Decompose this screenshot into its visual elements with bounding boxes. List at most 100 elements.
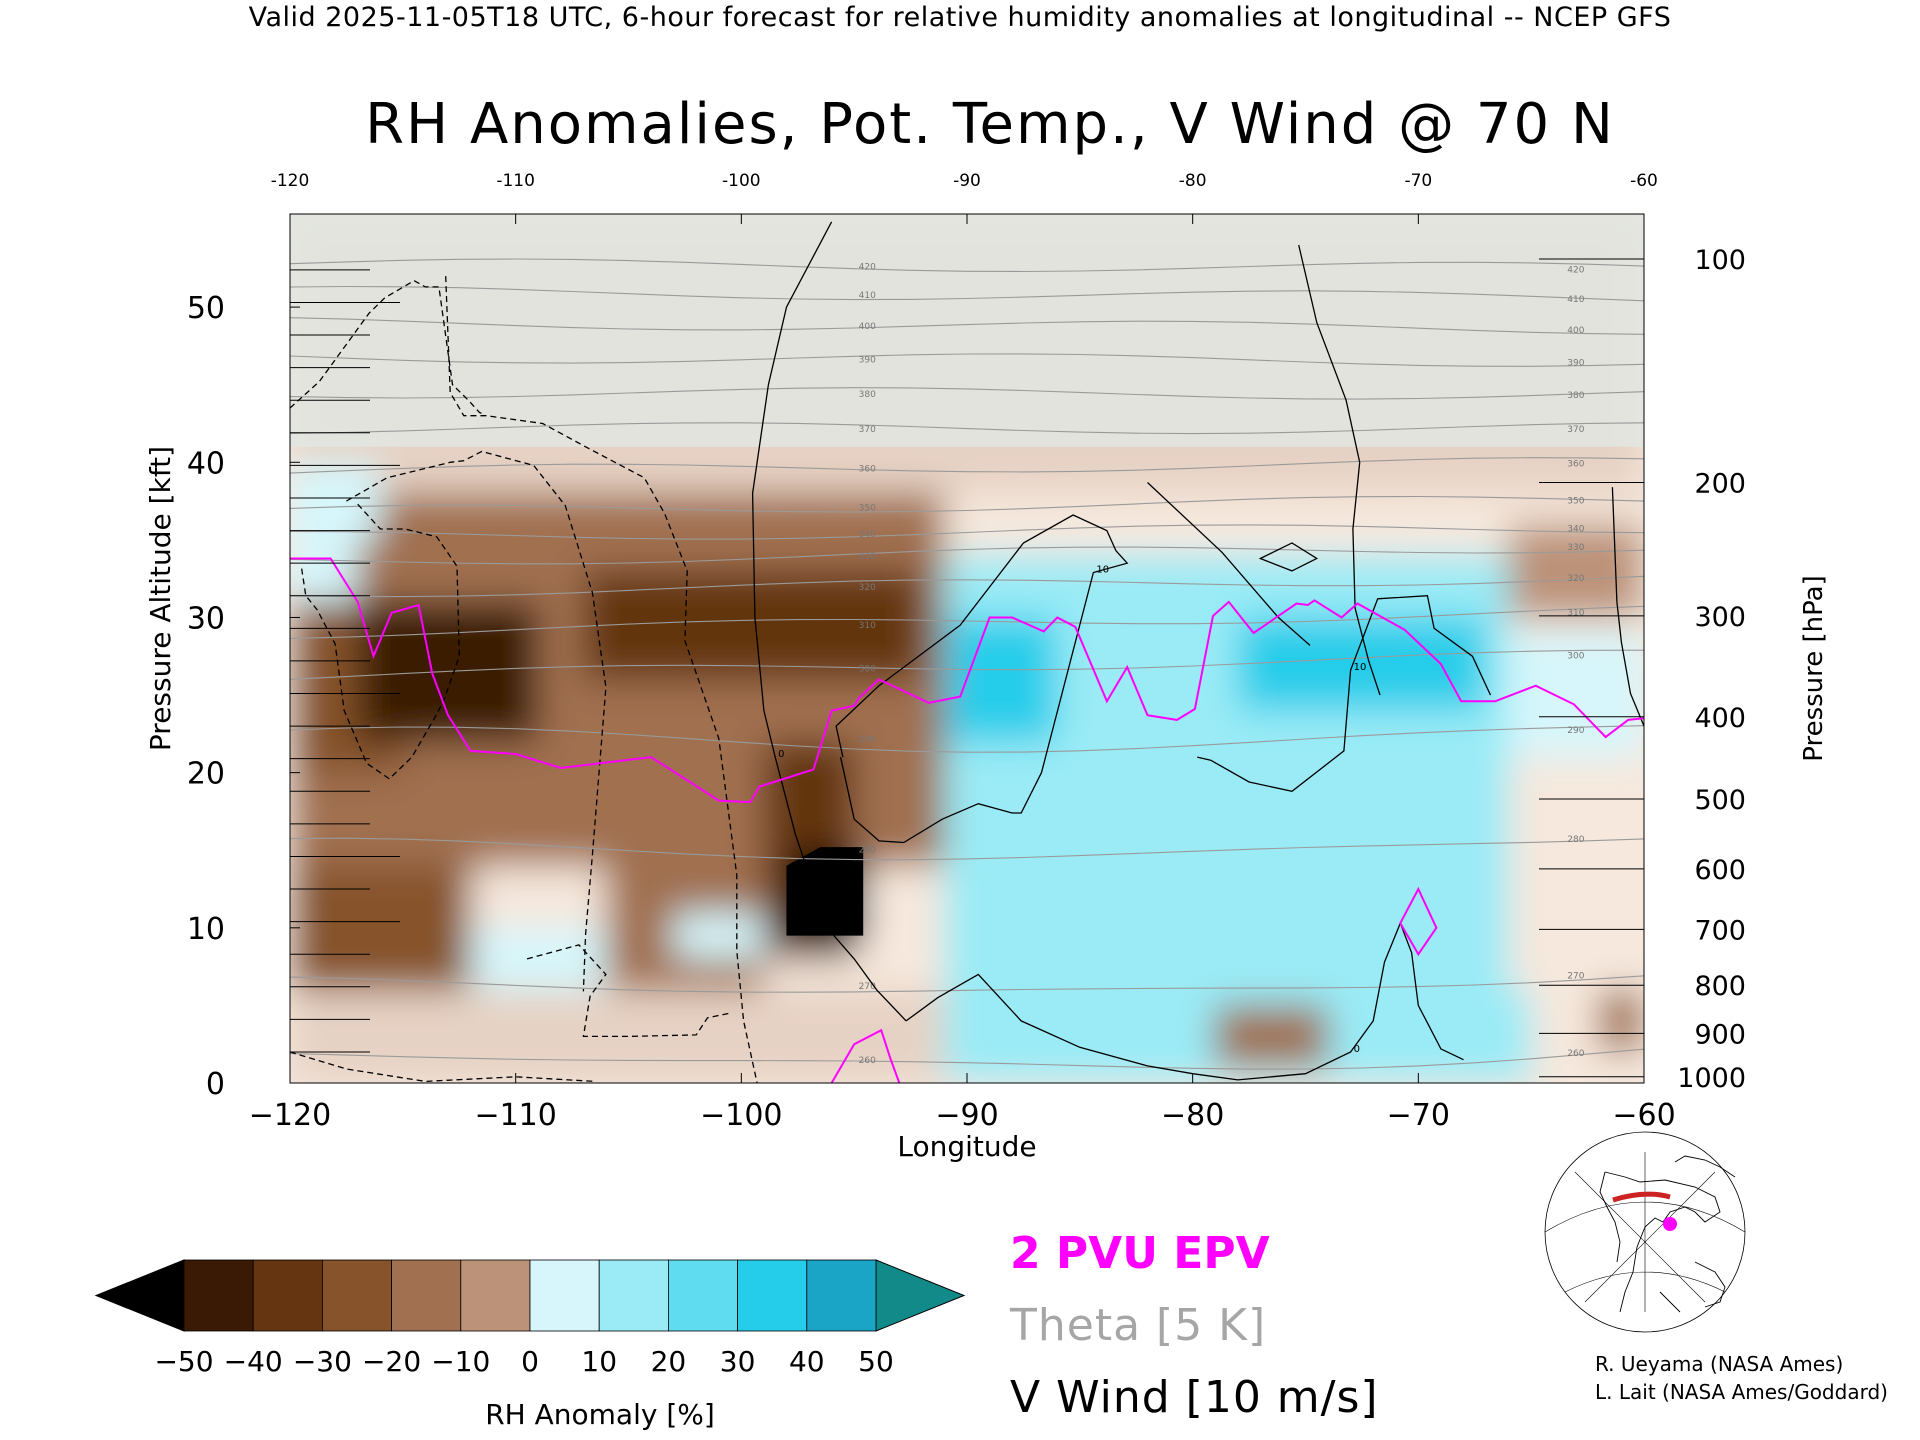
theta-contour-340 [290,524,1644,540]
v-wind-contour [1197,595,1492,792]
y-axis-label-left: Pressure Altitude [kft] [144,446,177,751]
x-tick-label: −120 [249,1098,331,1133]
v-wind-contour [1147,482,1311,646]
colorbar: −50 −40 −30 −20 −10 0 10 20 30 40 50 [94,1259,966,1378]
theta-contour-330 [290,546,1644,565]
theta-contour-label: 270 [859,982,876,992]
theta-contour-360 [290,457,1644,474]
theta-contour-320 [290,575,1644,598]
credit-line-2: L. Lait (NASA Ames/Goddard) [1595,1380,1888,1404]
colorbar-tick-label: 50 [858,1345,894,1378]
v-wind-contour-negative [445,276,758,1083]
rh-upper-neutral [290,214,1644,447]
credit-line-1: R. Ueyama (NASA Ames) [1595,1352,1844,1376]
x-tick-label: −60 [1612,1098,1675,1133]
theta-legend-label: Theta [5 K] [1010,1300,1267,1351]
pv-surface-contour [830,1028,901,1083]
colorbar-tick-label: −30 [293,1345,352,1378]
rh-region-11 [673,912,764,959]
y-tick-label: 10 [187,912,225,947]
colorbar-bin [737,1259,808,1332]
location-marker [1663,1217,1677,1231]
pressure-tick-label: 800 [1694,971,1746,1002]
theta-contour-label: 360 [1567,459,1584,469]
theta-contour-label: 260 [1567,1049,1584,1059]
top-x-tick-label: -80 [1179,171,1207,191]
locator-map [1544,1131,1746,1333]
theta-contour-270 [290,975,1644,993]
v-wind-contours: 0 0 10 10 [290,221,1644,1083]
theta-contour-label: 310 [859,621,876,631]
pressure-tick-label: 400 [1694,703,1746,734]
theta-contour-label: 400 [859,322,876,332]
axes: −120 -120 −110 -110 −100 -100 −90 -90 −80 -80 −70 -… [144,171,1829,1163]
pv-line-group [290,557,1644,1083]
v-wind-contour-negative [346,450,607,992]
rh-region-17 [1508,632,1644,758]
y-axis-label-right: Pressure [hPa] [1799,575,1829,762]
top-x-tick-label: -100 [722,171,761,191]
theta-contour-label: 330 [859,552,876,562]
theta-contour-310 [290,605,1644,639]
colorbar-bin [806,1259,877,1332]
pressure-tick-label: 500 [1694,785,1746,816]
x-tick-label: −100 [700,1098,782,1133]
rh-dry-core [786,847,864,936]
v-wind-contour-label: 0 [778,749,784,760]
rh-anomaly-field [290,214,1644,1083]
theta-contour-380 [290,387,1644,400]
v-wind-contour-negative [526,944,731,1038]
pressure-tick-label: 900 [1694,1019,1746,1050]
theta-contour-350 [290,495,1644,513]
theta-contour-label: 380 [859,390,876,400]
theta-contour-label: 420 [1567,265,1584,275]
pv-legend-label: 2 PVU EPV [1010,1228,1270,1279]
theta-contour-label: 280 [859,846,876,856]
pv-closed-contour [1399,886,1438,957]
theta-contour-label: 410 [859,291,876,301]
v-wind-contour [1298,244,1381,696]
theta-contour-label: 300 [859,664,876,674]
colorbar-under-triangle [94,1259,185,1332]
rh-region-22 [1598,989,1644,1052]
colorbar-tick-label: 30 [720,1345,756,1378]
theta-contour-label: 400 [1567,326,1584,336]
y-tick-label: 30 [187,601,225,636]
pressure-tick-label: 100 [1694,245,1746,276]
theta-contour-400 [290,317,1644,335]
top-x-tick-label: -110 [496,171,535,191]
v-wind-contour [751,221,907,1022]
colorbar-bin [391,1259,462,1332]
pressure-tick-label: 200 [1694,468,1746,499]
theta-contour-label: 270 [1567,971,1584,981]
section-track-marker [1612,1191,1671,1203]
top-x-tick-label: -90 [953,171,981,191]
v-wind-contour [1611,487,1644,727]
theta-contour-label: 380 [1567,391,1584,401]
colorbar-bin [668,1259,739,1332]
theta-contour-label: 370 [859,425,876,435]
rh-region-19 [290,462,381,540]
colorbar-label: RH Anomaly [%] [485,1398,715,1431]
colorbar-tick-label: −20 [362,1345,421,1378]
theta-contour-label: 330 [1567,543,1584,553]
colorbar-bin [183,1259,254,1332]
colorbar-tick-label: −40 [224,1345,283,1378]
colorbar-tick-label: 10 [581,1345,617,1378]
theta-contour-label: 410 [1567,295,1584,305]
theta-contour-label: 310 [1567,608,1584,618]
x-tick-label: −70 [1387,1098,1450,1133]
rh-region-20 [1508,524,1644,618]
colorbar-bin [529,1259,600,1332]
theta-contour-label: 350 [1567,497,1584,507]
x-tick-label: −110 [474,1098,556,1133]
v-wind-contour [835,514,1129,844]
top-x-tick-label: -60 [1630,171,1658,191]
theta-contour-label: 390 [859,356,876,366]
v-wind-legend-label: V Wind [10 m/s] [1010,1372,1379,1423]
x-axis-label: Longitude [897,1130,1036,1163]
theta-contour-280 [290,837,1644,861]
theta-contour-label: 260 [859,1056,876,1066]
